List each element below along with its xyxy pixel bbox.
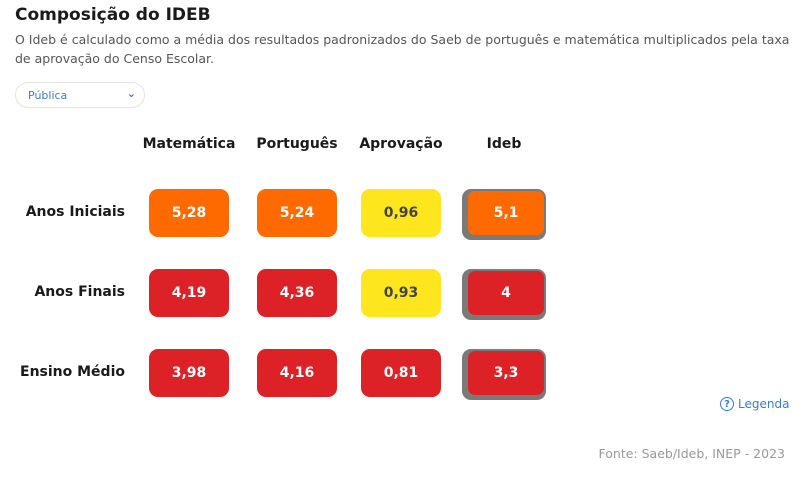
- chevron-down-icon: ⌄: [126, 87, 136, 100]
- legend-link[interactable]: ? Legenda: [720, 397, 789, 411]
- row-header: Anos Iniciais: [25, 204, 125, 220]
- score-cell: 0,93: [361, 269, 441, 317]
- score-cell: 5,1: [468, 191, 544, 235]
- score-cell: 4,36: [257, 269, 337, 317]
- network-select[interactable]: Pública ⌄: [15, 82, 145, 108]
- score-cell: 4,19: [149, 269, 229, 317]
- score-cell: 0,96: [361, 189, 441, 237]
- score-cell: 5,24: [257, 189, 337, 237]
- column-header: Ideb: [486, 136, 522, 152]
- row-header: Ensino Médio: [20, 364, 125, 380]
- help-icon: ?: [720, 397, 734, 411]
- score-cell: 4: [468, 271, 544, 315]
- score-cell: 3,98: [149, 349, 229, 397]
- ideb-cell: 4: [462, 269, 546, 320]
- column-header: Aprovação: [359, 136, 443, 152]
- score-cell: 5,28: [149, 189, 229, 237]
- ideb-cell: 5,1: [462, 189, 546, 240]
- description: O Ideb é calculado como a média dos resu…: [15, 32, 790, 66]
- source-text: Fonte: Saeb/Ideb, INEP - 2023: [598, 446, 785, 461]
- score-cell: 0,81: [361, 349, 441, 397]
- column-header: Português: [256, 136, 338, 152]
- row-header: Anos Finais: [34, 284, 125, 300]
- legend-label: Legenda: [738, 397, 790, 411]
- page-title: Composição do IDEB: [15, 5, 211, 25]
- column-header: Matemática: [142, 136, 236, 152]
- select-value: Pública: [28, 89, 68, 102]
- score-cell: 4,16: [257, 349, 337, 397]
- score-cell: 3,3: [468, 351, 544, 395]
- ideb-cell: 3,3: [462, 349, 546, 400]
